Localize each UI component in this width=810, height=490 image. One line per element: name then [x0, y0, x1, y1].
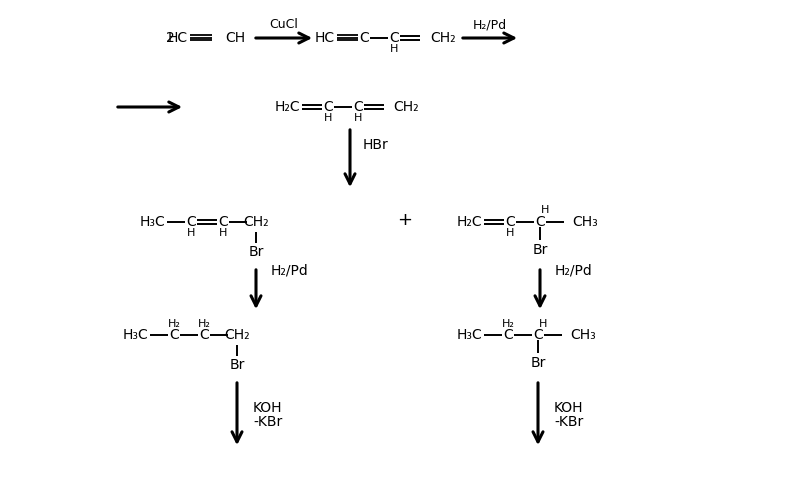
Text: H₃C: H₃C	[139, 215, 165, 229]
Text: CuCl: CuCl	[270, 19, 298, 31]
Text: H₂: H₂	[168, 319, 181, 329]
Text: H: H	[505, 228, 514, 238]
Text: H₃C: H₃C	[122, 328, 148, 342]
Text: C: C	[186, 215, 196, 229]
Text: 2: 2	[165, 31, 174, 45]
Text: CH: CH	[225, 31, 245, 45]
Text: HBr: HBr	[362, 138, 388, 152]
Text: C: C	[389, 31, 399, 45]
Text: Br: Br	[532, 243, 548, 257]
Text: -KBr: -KBr	[253, 415, 282, 429]
Text: H₂C: H₂C	[456, 215, 482, 229]
Text: H: H	[354, 113, 362, 123]
Text: CH₂: CH₂	[224, 328, 249, 342]
Text: CH₃: CH₃	[572, 215, 598, 229]
Text: C: C	[535, 215, 545, 229]
Text: HC: HC	[315, 31, 335, 45]
Text: CH₂: CH₂	[393, 100, 419, 114]
Text: C: C	[353, 100, 363, 114]
Text: -KBr: -KBr	[554, 415, 583, 429]
Text: C: C	[169, 328, 179, 342]
Text: H: H	[324, 113, 332, 123]
Text: Br: Br	[531, 356, 546, 370]
Text: H: H	[390, 44, 399, 54]
Text: H₂/Pd: H₂/Pd	[271, 263, 309, 277]
Text: H: H	[187, 228, 195, 238]
Text: H₂/Pd: H₂/Pd	[473, 19, 507, 31]
Text: C: C	[503, 328, 513, 342]
Text: CH₃: CH₃	[570, 328, 595, 342]
Text: H₂: H₂	[501, 319, 514, 329]
Text: KOH: KOH	[253, 401, 283, 415]
Text: C: C	[359, 31, 369, 45]
Text: H₃C: H₃C	[456, 328, 482, 342]
Text: H₂: H₂	[198, 319, 211, 329]
Text: C: C	[533, 328, 543, 342]
Text: C: C	[199, 328, 209, 342]
Text: C: C	[505, 215, 515, 229]
Text: HC: HC	[168, 31, 188, 45]
Text: C: C	[218, 215, 228, 229]
Text: H₂C: H₂C	[275, 100, 300, 114]
Text: CH₂: CH₂	[430, 31, 455, 45]
Text: CH₂: CH₂	[243, 215, 269, 229]
Text: KOH: KOH	[554, 401, 583, 415]
Text: +: +	[398, 211, 412, 229]
Text: Br: Br	[249, 245, 264, 259]
Text: H: H	[541, 205, 549, 215]
Text: H: H	[539, 319, 548, 329]
Text: H: H	[219, 228, 227, 238]
Text: H₂/Pd: H₂/Pd	[555, 263, 593, 277]
Text: Br: Br	[229, 358, 245, 372]
Text: C: C	[323, 100, 333, 114]
